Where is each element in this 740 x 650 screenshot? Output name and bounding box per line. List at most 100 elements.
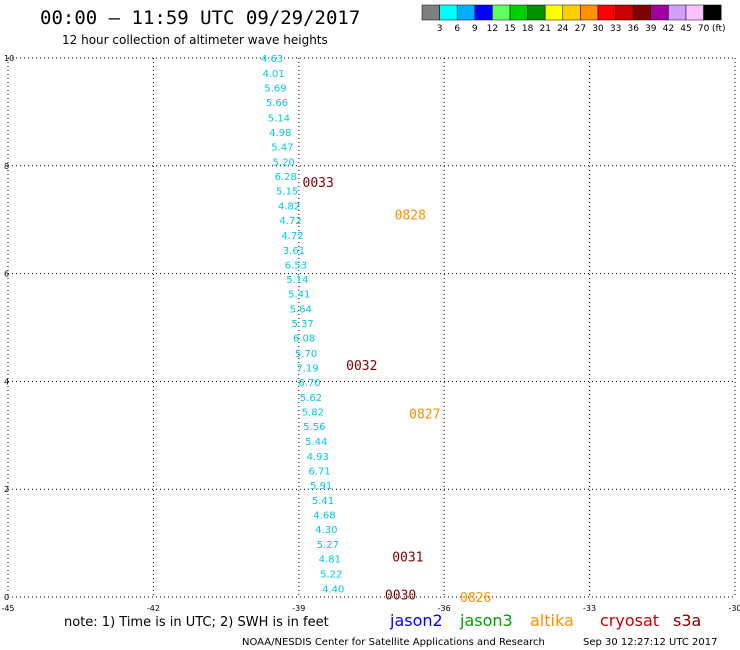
y-tick-label: 2	[4, 485, 9, 494]
color-swatch	[668, 4, 687, 21]
x-tick-label: -39	[292, 604, 305, 613]
wave-height-value: 5.20	[273, 157, 295, 168]
axis-tick-labels: -45 -42 -39 -36 -33 -30 0 2 4 6 8 10	[1, 54, 740, 613]
wave-height-value: 6.08	[293, 334, 315, 345]
wave-height-value: 5.44	[305, 437, 327, 448]
wave-height-value: 5.14	[268, 113, 290, 124]
x-tick-label: -30	[728, 604, 740, 613]
wave-height-value: 5.66	[266, 98, 288, 109]
footer-timestamp: Sep 30 12:27:12 UTC 2017	[583, 637, 717, 648]
satellite-legend-cryosat: cryosat	[600, 611, 659, 630]
color-scale-label: 15	[504, 24, 515, 34]
footer-note: note: 1) Time is in UTC; 2) SWH is in fe…	[64, 615, 329, 630]
satellite-legend-jason3: jason3	[459, 611, 513, 630]
color-swatch	[650, 4, 669, 21]
x-tick-label: -42	[147, 604, 160, 613]
y-tick-label: 6	[4, 270, 9, 279]
color-swatch	[685, 4, 704, 21]
satellite-legend-s3a: s3a	[673, 611, 701, 630]
color-scale-label: 18	[522, 24, 534, 34]
color-scale-label: 70	[698, 24, 710, 34]
color-swatch	[580, 4, 599, 21]
wave-height-value: 5.56	[303, 422, 325, 433]
x-tick-label: -45	[1, 604, 14, 613]
color-swatch	[527, 4, 546, 21]
wave-height-value: 5.69	[264, 84, 286, 95]
wave-height-value: 5.91	[310, 481, 332, 492]
wave-height-value: 4.30	[315, 525, 337, 536]
wave-height-value: 5.70	[295, 349, 317, 360]
satellite-legend-altika: altika	[530, 611, 574, 630]
color-scale-label: 33	[610, 24, 621, 34]
plot-grid	[7, 57, 736, 598]
pass-time-label: 0827	[409, 408, 440, 423]
wave-height-value: 3.61	[283, 246, 305, 257]
pass-time-label: 0033	[303, 176, 334, 191]
chart-subtitle: 12 hour collection of altimeter wave hei…	[62, 33, 328, 47]
color-scale-label: 12	[487, 24, 498, 34]
color-swatch	[509, 4, 528, 21]
color-swatch	[615, 4, 634, 21]
wave-height-value: 5.37	[292, 319, 314, 330]
pass-time-labels: 0033 0828 0032 0827 0031 0030 0826	[303, 176, 492, 606]
wave-height-value: 4.82	[278, 202, 300, 213]
color-swatch	[632, 4, 652, 21]
wave-height-value: 5.64	[290, 305, 312, 316]
wave-height-value: 6.70	[298, 378, 320, 389]
satellite-legend-jason2: jason2	[389, 611, 443, 630]
color-swatch	[562, 4, 581, 21]
color-scale-label: 24	[557, 24, 569, 34]
satellite-legend: jason2 jason3 altika cryosat s3a	[389, 611, 701, 630]
x-tick-label: -33	[583, 604, 596, 613]
color-scale-label: 9	[472, 24, 478, 34]
y-tick-label: 8	[4, 162, 9, 171]
chart-title: 00:00 – 11:59 UTC 09/29/2017	[40, 7, 360, 29]
color-swatch	[703, 4, 722, 21]
wave-height-value: 4.93	[307, 452, 329, 463]
wave-height-value: 5.41	[312, 496, 334, 507]
wave-height-value: 7.19	[296, 363, 318, 374]
color-scale-label: 39	[645, 24, 657, 34]
wave-height-value: 5.15	[276, 187, 298, 198]
wave-height-value: 4.72	[279, 216, 301, 227]
wave-height-value: 5.14	[286, 275, 308, 286]
wave-height-value: 5.27	[317, 540, 339, 551]
y-tick-label: 0	[4, 593, 9, 602]
wave-height-value: 5.62	[300, 393, 322, 404]
color-scale-label: 3	[437, 24, 443, 34]
color-swatch	[421, 4, 440, 21]
color-swatch	[544, 4, 564, 21]
color-swatch	[492, 4, 511, 21]
pass-time-label: 0828	[395, 208, 426, 223]
wave-height-value: 4.40	[322, 584, 344, 595]
wave-height-value: 5.47	[271, 142, 293, 153]
wave-height-value: 5.22	[320, 569, 342, 580]
pass-time-label: 0826	[460, 591, 491, 606]
wave-height-value: 6.71	[309, 466, 331, 477]
wave-height-value: 4.68	[313, 511, 335, 522]
color-scale-legend: 3 6 9 12 15 18 21 24 27 30 33 36 39 42 45 70	[421, 4, 722, 34]
color-scale-label: 21	[539, 24, 550, 34]
color-scale-label: 45	[680, 24, 691, 34]
color-swatch	[439, 4, 458, 21]
wave-height-value: 6.53	[285, 260, 307, 271]
color-swatch	[456, 4, 476, 21]
wave-height-value: 5.82	[302, 408, 324, 419]
footer-credit: NOAA/NESDIS Center for Satellite Applica…	[242, 637, 545, 648]
pass-time-label: 0032	[346, 359, 377, 374]
wave-height-labels: 4.63 4.01 5.69 5.66 5.14 4.98 5.47 5.20 6.28 5.15…	[261, 54, 344, 595]
pass-time-label: 0031	[392, 551, 423, 566]
wave-height-value: 4.98	[269, 128, 291, 139]
y-tick-label: 10	[4, 54, 14, 63]
wave-height-value: 4.63	[261, 54, 283, 65]
wave-height-value: 5.41	[288, 290, 310, 301]
color-scale-label: 27	[575, 24, 586, 34]
color-scale-label: 36	[627, 24, 639, 34]
wave-height-value: 4.81	[319, 555, 341, 566]
wave-height-value: 4.72	[281, 231, 303, 242]
color-scale-label: 30	[592, 24, 604, 34]
color-swatch	[597, 4, 616, 21]
x-tick-label: -36	[438, 604, 451, 613]
